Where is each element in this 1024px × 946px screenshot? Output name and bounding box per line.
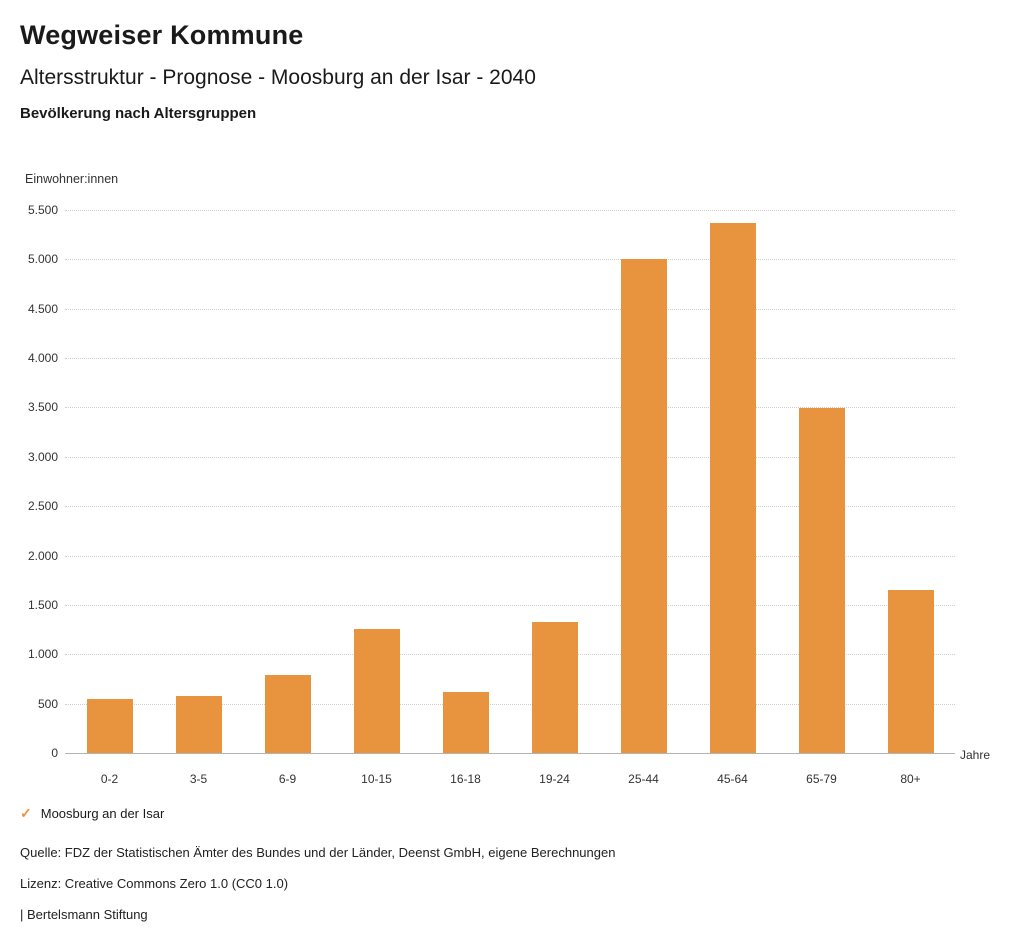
x-axis-tick-label: 25-44	[628, 772, 659, 786]
x-axis-tick-label: 45-64	[717, 772, 748, 786]
x-axis-tick-label: 3-5	[189, 772, 208, 786]
gridline	[65, 358, 955, 360]
x-axis-tick-label: 19-24	[539, 772, 570, 786]
y-axis-tick-label: 5.500	[27, 203, 58, 217]
bar-25-44	[620, 259, 667, 753]
gridline	[65, 703, 955, 705]
y-axis-tick-label: 1.000	[27, 647, 58, 662]
x-axis-tick-label: 0-2	[100, 772, 119, 786]
x-axis-tick-label: 80+	[900, 772, 921, 786]
y-axis-tick-label: 4.500	[27, 301, 58, 316]
source-text: Quelle: FDZ der Statistischen Ämter des …	[20, 845, 616, 860]
license-text: Lizenz: Creative Commons Zero 1.0 (CC0 1…	[20, 876, 289, 891]
attribution-text: | Bertelsmann Stiftung	[20, 907, 148, 922]
gridline	[65, 210, 955, 211]
bar-0-2	[86, 698, 133, 753]
bar-65-79	[798, 408, 845, 753]
gridline	[65, 555, 955, 557]
x-axis-tick-labels: 0-2 3-5 6-9 10-15 16-18 19-24 25-44 45-64 65-79 8…	[65, 763, 955, 786]
check-icon: ✓	[20, 805, 32, 821]
page-subtitle: Altersstruktur - Prognose - Moosburg an …	[20, 66, 536, 89]
gridline	[65, 654, 955, 656]
gridline	[65, 506, 955, 508]
bar-3-5	[175, 695, 222, 753]
x-axis-tick-label: 16-18	[450, 772, 481, 786]
bar-10-15	[353, 628, 400, 753]
y-axis-tick-label: 1.500	[27, 597, 58, 612]
legend-label: Moosburg an der Isar	[40, 806, 165, 821]
bar-80+	[887, 590, 934, 753]
gridline	[65, 308, 955, 310]
x-axis-tick-label: 65-79	[806, 772, 837, 786]
y-axis-tick-label: 5.000	[27, 252, 58, 267]
x-axis-tick-label: 10-15	[361, 772, 392, 786]
y-axis-tick-label: 3.500	[27, 400, 58, 415]
bar-chart: 0 500 1.000 1.500 2.000 2.500 3.000 3.500 4.000 4…	[20, 203, 990, 810]
bar-16-18	[442, 691, 489, 753]
y-axis-tick-label: 2.500	[27, 499, 58, 514]
y-axis-tick-label: 3.000	[27, 449, 58, 464]
y-axis-tick-label: 4.000	[27, 351, 58, 366]
legend-item-moosburg[interactable]: ✓ Moosburg an der Isar	[20, 805, 164, 822]
bar-45-64	[709, 222, 756, 753]
bar-6-9	[264, 675, 311, 753]
page-title: Wegweiser Kommune	[20, 20, 304, 50]
y-axis-tick-label: 0	[51, 746, 58, 760]
chart-heading: Bevölkerung nach Altersgruppen	[20, 105, 257, 122]
y-axis-tick-labels: 0 500 1.000 1.500 2.000 2.500 3.000 3.500 4.000 4…	[20, 203, 58, 760]
gridline	[65, 407, 955, 409]
y-axis-tick-label: 2.000	[27, 548, 58, 563]
x-axis-tick-label: 6-9	[278, 772, 297, 786]
gridline	[65, 604, 955, 606]
gridline	[65, 259, 955, 261]
plot-area	[65, 210, 955, 754]
bar-19-24	[531, 621, 578, 753]
gridline	[65, 456, 955, 458]
y-axis-tick-label: 500	[37, 696, 58, 711]
x-axis-title: Jahre	[960, 748, 991, 762]
y-axis-unit-label: Einwohner:innen	[25, 172, 119, 186]
